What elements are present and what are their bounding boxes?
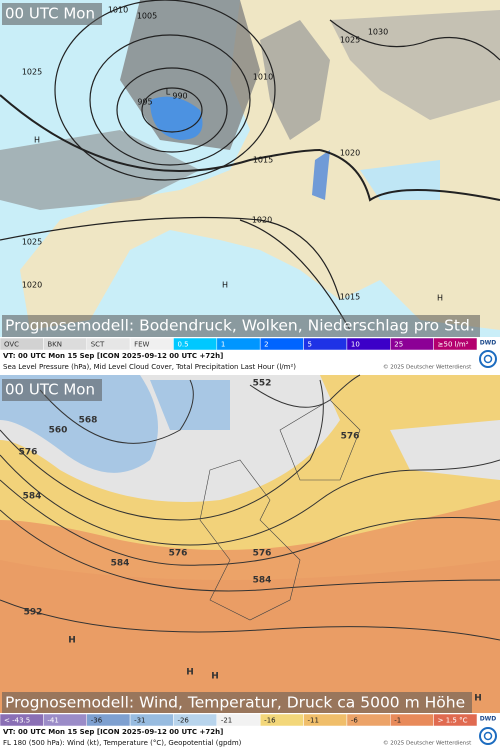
caption: Prognosemodell: Bodendruck, Wolken, Nied… [5,317,475,335]
contour-label: H [211,672,219,682]
legend-label: 5 [308,341,312,349]
contour-label: 584 [253,576,272,586]
contour-label: 592 [24,608,43,618]
legend-label: 2 [264,341,268,349]
logo-text: DWD [480,340,497,347]
contour-label: 560 [49,426,68,436]
legend-label: FEW [134,341,149,349]
legend-label: -11 [308,717,319,725]
legend-label: > 1.5 °C [438,717,468,725]
isobar-label: 1025 [22,68,42,77]
isobar-label: 990 [172,92,187,101]
contour-label: 576 [169,549,188,559]
legend-label: 0.5 [177,341,188,349]
contour-label: 576 [253,549,272,559]
isobar-label: 1005 [137,12,157,21]
legend-label: 10 [351,341,360,349]
legend-label: ≥50 l/m² [438,341,469,349]
copyright: © 2025 Deutscher Wetterdienst [383,364,472,371]
legend-label: -1 [394,717,401,725]
legend-label: -31 [134,717,145,725]
isobar-label: 1010 [108,6,128,15]
isobar-label: 1010 [253,73,273,82]
contour-label: 568 [79,416,98,426]
contour-label: H [186,668,194,678]
legend-label: 1 [221,341,225,349]
isobar-label: 1020 [22,281,42,290]
contour-label: 552 [253,379,272,389]
legend-label: -36 [91,717,103,725]
legend: < -43.5 -41 -36 -31 -26 -21 -16 -11 -6 -1 > 1.5 °C [0,713,478,727]
isobar-label: H [34,136,40,145]
isobar-label: 995 [137,98,152,107]
isobar-label: 1015 [340,293,360,302]
isobar-label: 1015 [253,156,273,165]
legend-label: 25 [394,341,403,349]
contour-label: H [474,694,482,704]
valid-time: VT: 00 UTC Mon 15 Sep [ICON 2025-09-12 0… [3,352,223,360]
dwd-logo: DWD [477,713,500,750]
surface-map: 1010 1005 1025 995 990 1010 1015 1020 1025 1030 10… [0,0,500,337]
time-label: 00 UTC Mon [5,5,95,23]
legend-label: BKN [47,341,62,349]
contour-label: 584 [23,492,42,502]
contour-label: 576 [19,448,38,458]
isobar-label: H [222,281,228,290]
contour-label: H [68,636,76,646]
isobar-label: 1020 [252,216,272,225]
isobar-label: 1025 [340,36,360,45]
legend-label: -26 [177,717,189,725]
isobar-label: H [437,294,443,303]
description: FL 180 (500 hPa): Wind (kt), Temperature… [3,739,242,747]
time-label: 00 UTC Mon [5,381,95,399]
legend: OVC BKN SCT FEW 0.5 1 2 5 10 25 ≥50 l/m² [0,337,478,351]
isobar-label: 1025 [22,238,42,247]
legend-label: -6 [351,717,359,725]
legend-label: < -43.5 [4,717,30,725]
contour-label: 576 [341,432,360,442]
copyright: © 2025 Deutscher Wetterdienst [383,740,472,747]
isobar-label: 1030 [368,28,388,37]
contour-label: 584 [111,559,130,569]
valid-time: VT: 00 UTC Mon 15 Sep [ICON 2025-09-12 0… [3,728,223,736]
upper-air-map: 552 560 568 576 584 592 576 584 576 584 576 H H H H 00… [0,374,500,713]
logo-text: DWD [480,716,497,723]
isobar-label: L [166,88,171,97]
legend-label: SCT [91,341,105,349]
legend-label: -16 [264,717,276,725]
isobar-label: 1020 [340,149,360,158]
caption: Prognosemodell: Wind, Temperatur, Druck … [5,694,465,712]
legend-label: -21 [221,717,232,725]
legend-label: OVC [4,341,19,349]
description: Sea Level Pressure (hPa), Mid Level Clou… [3,363,296,371]
dwd-logo: DWD [477,337,500,373]
legend-label: -41 [47,717,58,725]
